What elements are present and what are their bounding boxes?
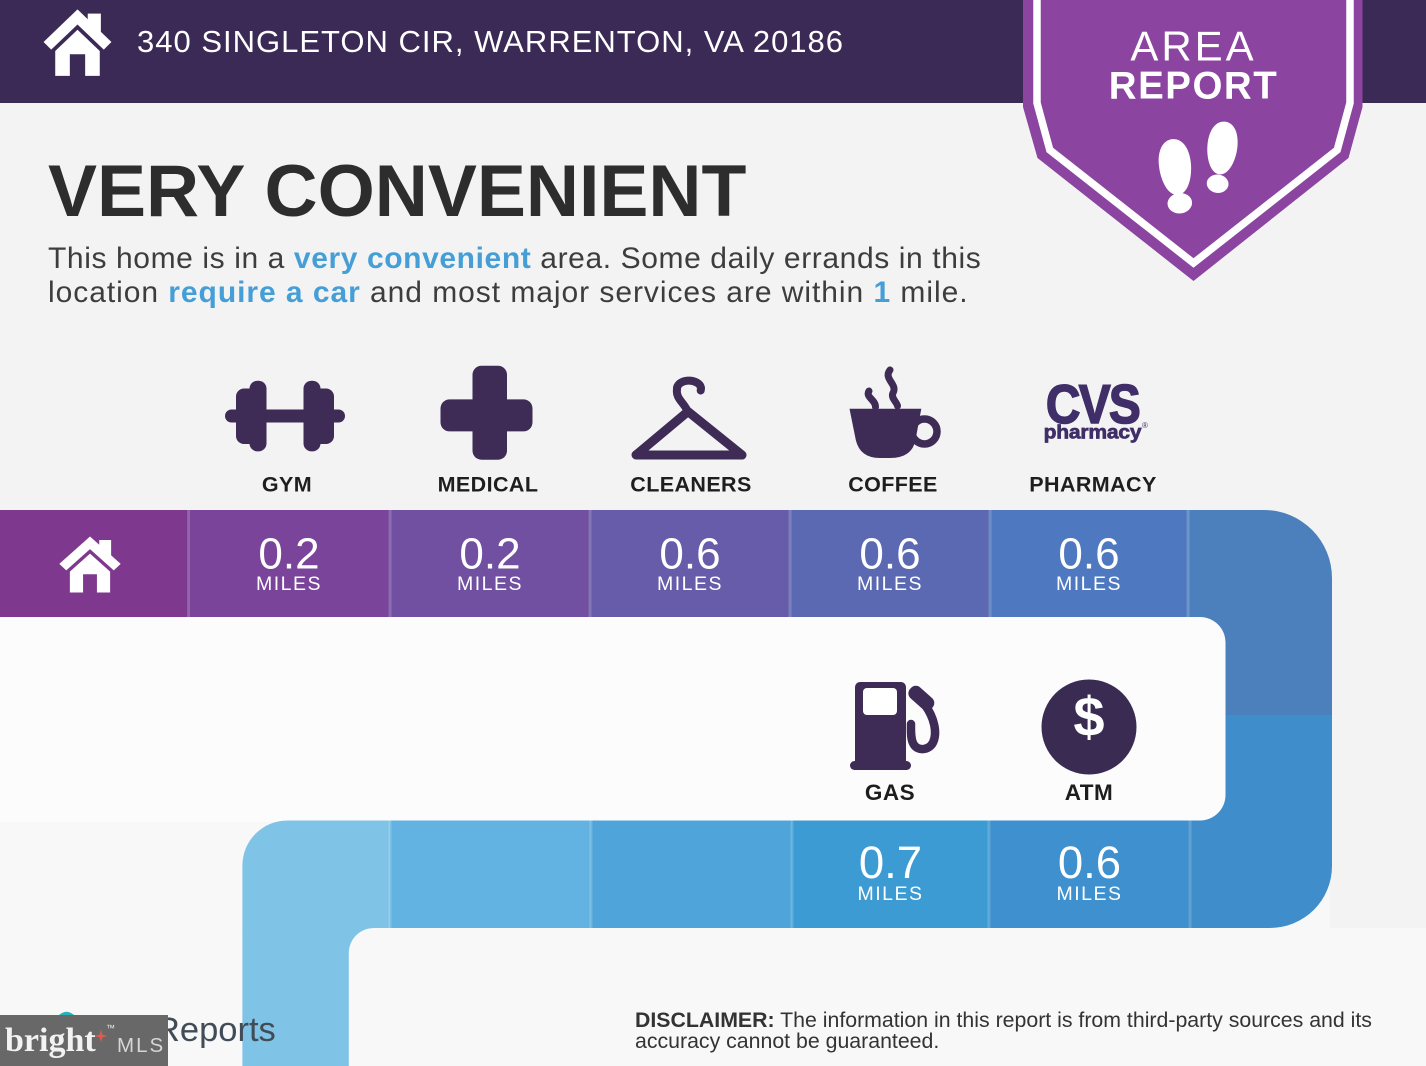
svg-text:®: ® <box>1142 421 1148 430</box>
svg-text:0.2: 0.2 <box>459 530 520 579</box>
svg-text:CVS: CVS <box>1046 373 1140 435</box>
svg-text:MILES: MILES <box>857 883 923 905</box>
svg-text:0.6: 0.6 <box>1058 837 1121 888</box>
svg-text:$: $ <box>1073 685 1104 748</box>
svg-text:CLEANERS: CLEANERS <box>630 472 751 496</box>
svg-text:REPORT: REPORT <box>1109 65 1278 108</box>
svg-text:0.6: 0.6 <box>1058 530 1119 579</box>
svg-text:ATM: ATM <box>1065 780 1114 805</box>
svg-text:MEDICAL: MEDICAL <box>438 472 539 496</box>
svg-text:MILES: MILES <box>256 573 322 595</box>
svg-text:0.6: 0.6 <box>659 530 720 579</box>
svg-text:AREA: AREA <box>1130 23 1256 70</box>
svg-text:GYM: GYM <box>262 472 312 496</box>
svg-text:0.6: 0.6 <box>859 530 920 579</box>
svg-text:MILES: MILES <box>1056 883 1122 905</box>
svg-text:MILES: MILES <box>657 573 723 595</box>
svg-text:COFFEE: COFFEE <box>848 472 938 496</box>
svg-text:MILES: MILES <box>857 573 923 595</box>
svg-text:MILES: MILES <box>457 573 523 595</box>
svg-text:0.2: 0.2 <box>258 530 319 579</box>
svg-text:0.7: 0.7 <box>859 837 922 888</box>
svg-text:MILES: MILES <box>1056 573 1122 595</box>
svg-text:PHARMACY: PHARMACY <box>1029 472 1156 496</box>
svg-text:GAS: GAS <box>865 780 915 805</box>
svg-text:pharmacy: pharmacy <box>1044 422 1143 443</box>
